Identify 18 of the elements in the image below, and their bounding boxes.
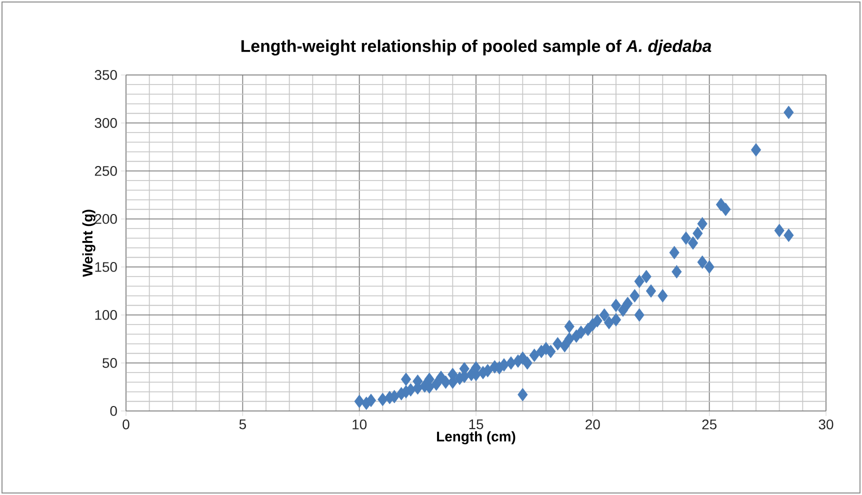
x-tick-label: 0	[122, 419, 130, 430]
y-tick-label: 0	[110, 406, 117, 416]
y-axis-title: Weight (g)	[82, 210, 96, 277]
y-tick-label: 150	[95, 262, 117, 272]
x-tick-label: 30	[818, 419, 834, 430]
x-axis-title: Length (cm)	[437, 431, 516, 444]
x-tick-label: 10	[352, 419, 367, 430]
y-tick-label: 300	[94, 118, 117, 128]
x-tick-label: 20	[586, 419, 600, 430]
y-tick-label: 350	[94, 70, 117, 80]
chart-title: Length-weight relationship of pooled sample of A. djedaba	[241, 40, 712, 56]
x-tick-label: 15	[469, 420, 484, 430]
y-tick-label: 100	[95, 310, 117, 320]
y-tick-label: 200	[94, 214, 117, 224]
y-tick-label: 50	[102, 358, 117, 368]
y-tick-label: 250	[94, 166, 117, 176]
x-tick-label: 5	[239, 420, 246, 430]
x-tick-label: 25	[702, 419, 717, 430]
